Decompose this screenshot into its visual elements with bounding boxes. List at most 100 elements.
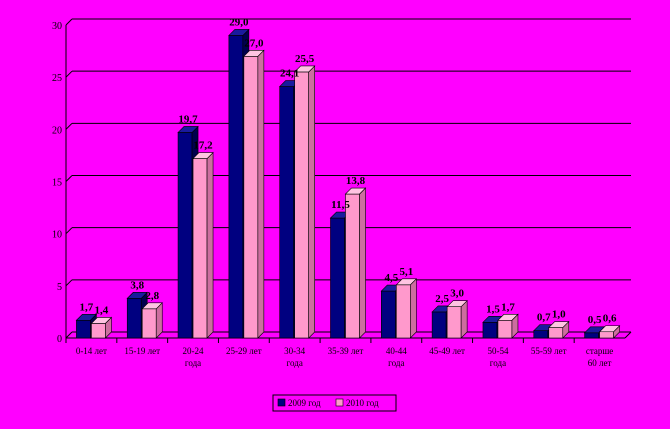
bar-side: [410, 278, 417, 339]
x-tick-label: 30-34 года: [284, 346, 305, 368]
y-tick-label: 20: [52, 125, 62, 136]
x-tick-label: 0-14 лет: [76, 346, 107, 356]
x-tick-label-line: 25-29 лет: [226, 346, 262, 356]
bar: [126, 298, 142, 339]
gridline-depth: [65, 70, 73, 78]
y-tick-label: 0: [57, 334, 62, 345]
bar: [141, 308, 157, 339]
bar: [431, 311, 447, 339]
x-tick-label: 40-44 года: [386, 346, 407, 368]
data-label: 0,5: [588, 314, 602, 326]
x-tick-label-line: года: [185, 358, 201, 368]
data-label: 4,5: [384, 272, 398, 284]
legend-label: 2010 год: [346, 398, 379, 408]
data-label: 17,2: [193, 140, 213, 152]
bar-top: [497, 313, 519, 321]
bar-top: [141, 302, 163, 310]
data-label: 3,8: [130, 279, 144, 291]
legend-label: 2009 год: [288, 398, 321, 408]
bar: [584, 332, 599, 339]
labels-layer: 1,7 1,43,82,819,717,229,027,024,125,511,5…: [80, 16, 617, 325]
bar: [177, 132, 193, 339]
data-label: 29,0: [229, 16, 249, 28]
gridline-depth: [65, 122, 73, 130]
x-tick-label-line: старше: [586, 346, 613, 356]
bar-top: [293, 65, 316, 73]
bar: [91, 323, 106, 339]
x-tick-label-line: 60 лет: [588, 358, 612, 368]
bar: [482, 322, 498, 339]
gridline-depth: [65, 175, 73, 182]
bar-top: [395, 278, 418, 286]
bar: [228, 35, 244, 339]
bar-side: [206, 151, 214, 339]
bar: [279, 86, 294, 339]
bar-side: [460, 299, 468, 339]
x-tick-label-line: 45-49 лет: [429, 346, 465, 356]
bar-top: [90, 317, 113, 324]
legend: 2009 год 2010 год: [272, 394, 397, 412]
x-tick-label: 25-29 лет: [226, 346, 262, 356]
bar: [497, 319, 513, 339]
data-label: 11,5: [331, 199, 350, 211]
data-label: 1,7: [501, 301, 515, 313]
data-label: 19,7: [178, 113, 198, 125]
data-label: 1,0: [552, 309, 566, 321]
bar-top: [228, 29, 250, 36]
bar: [243, 55, 259, 339]
x-tick-label-line: 35-39 лет: [328, 346, 364, 356]
x-tick-label: 50-54 года: [487, 346, 508, 368]
bar-side: [308, 65, 315, 339]
x-tick-label-line: 20-24: [183, 346, 204, 356]
bar-top: [192, 152, 214, 159]
bar: [548, 327, 564, 339]
bar-top: [126, 292, 148, 299]
gridline-depth: [65, 331, 73, 339]
bar: [192, 158, 208, 339]
bar: [345, 193, 360, 339]
data-label: 0,6: [603, 313, 617, 325]
data-label: 1,4: [95, 304, 109, 316]
data-label: 1,5: [486, 303, 500, 315]
gridline-depth: [65, 18, 73, 26]
data-label: 2,8: [145, 290, 159, 302]
y-tick-label: 5: [57, 282, 62, 293]
x-tick-label-line: 40-44: [386, 346, 407, 356]
x-tick-label-line: года: [490, 358, 506, 368]
y-tick-label: 10: [52, 230, 62, 241]
bar-top: [177, 126, 199, 133]
bar: [599, 331, 614, 339]
x-tick-label: 55-59 лет: [531, 346, 567, 356]
y-tick-label: 15: [52, 178, 62, 189]
legend-swatch: [335, 398, 344, 407]
data-label: 0,7: [537, 312, 551, 324]
data-label: 13,8: [346, 175, 366, 187]
y-tick-label: 25: [52, 73, 62, 84]
bar-top: [243, 49, 265, 57]
x-tick-label-line: 55-59 лет: [531, 346, 567, 356]
legend-box: [272, 394, 397, 412]
bar: [396, 284, 411, 339]
data-label: 24,1: [280, 68, 299, 80]
bars-layer: [75, 28, 621, 339]
x-axis-depth: [624, 331, 632, 339]
bar: [330, 217, 345, 339]
gridline-depth: [65, 227, 73, 235]
data-label: 2,5: [435, 293, 449, 305]
x-tick-label-line: 30-34: [284, 346, 305, 356]
gridline-depth: [65, 279, 73, 287]
data-label: 1,7: [80, 301, 94, 313]
x-tick-label: 35-39 лет: [328, 346, 364, 356]
bar: [76, 319, 91, 339]
bar-top: [598, 325, 621, 333]
bar: [294, 71, 309, 339]
legend-swatch: [277, 398, 286, 407]
data-label: 3,0: [450, 288, 464, 300]
bar: [533, 330, 549, 339]
x-tick-label-line: 15-19 лет: [124, 346, 160, 356]
bar-top: [75, 313, 98, 321]
bar: [446, 306, 462, 339]
data-label: 27,0: [244, 37, 264, 49]
